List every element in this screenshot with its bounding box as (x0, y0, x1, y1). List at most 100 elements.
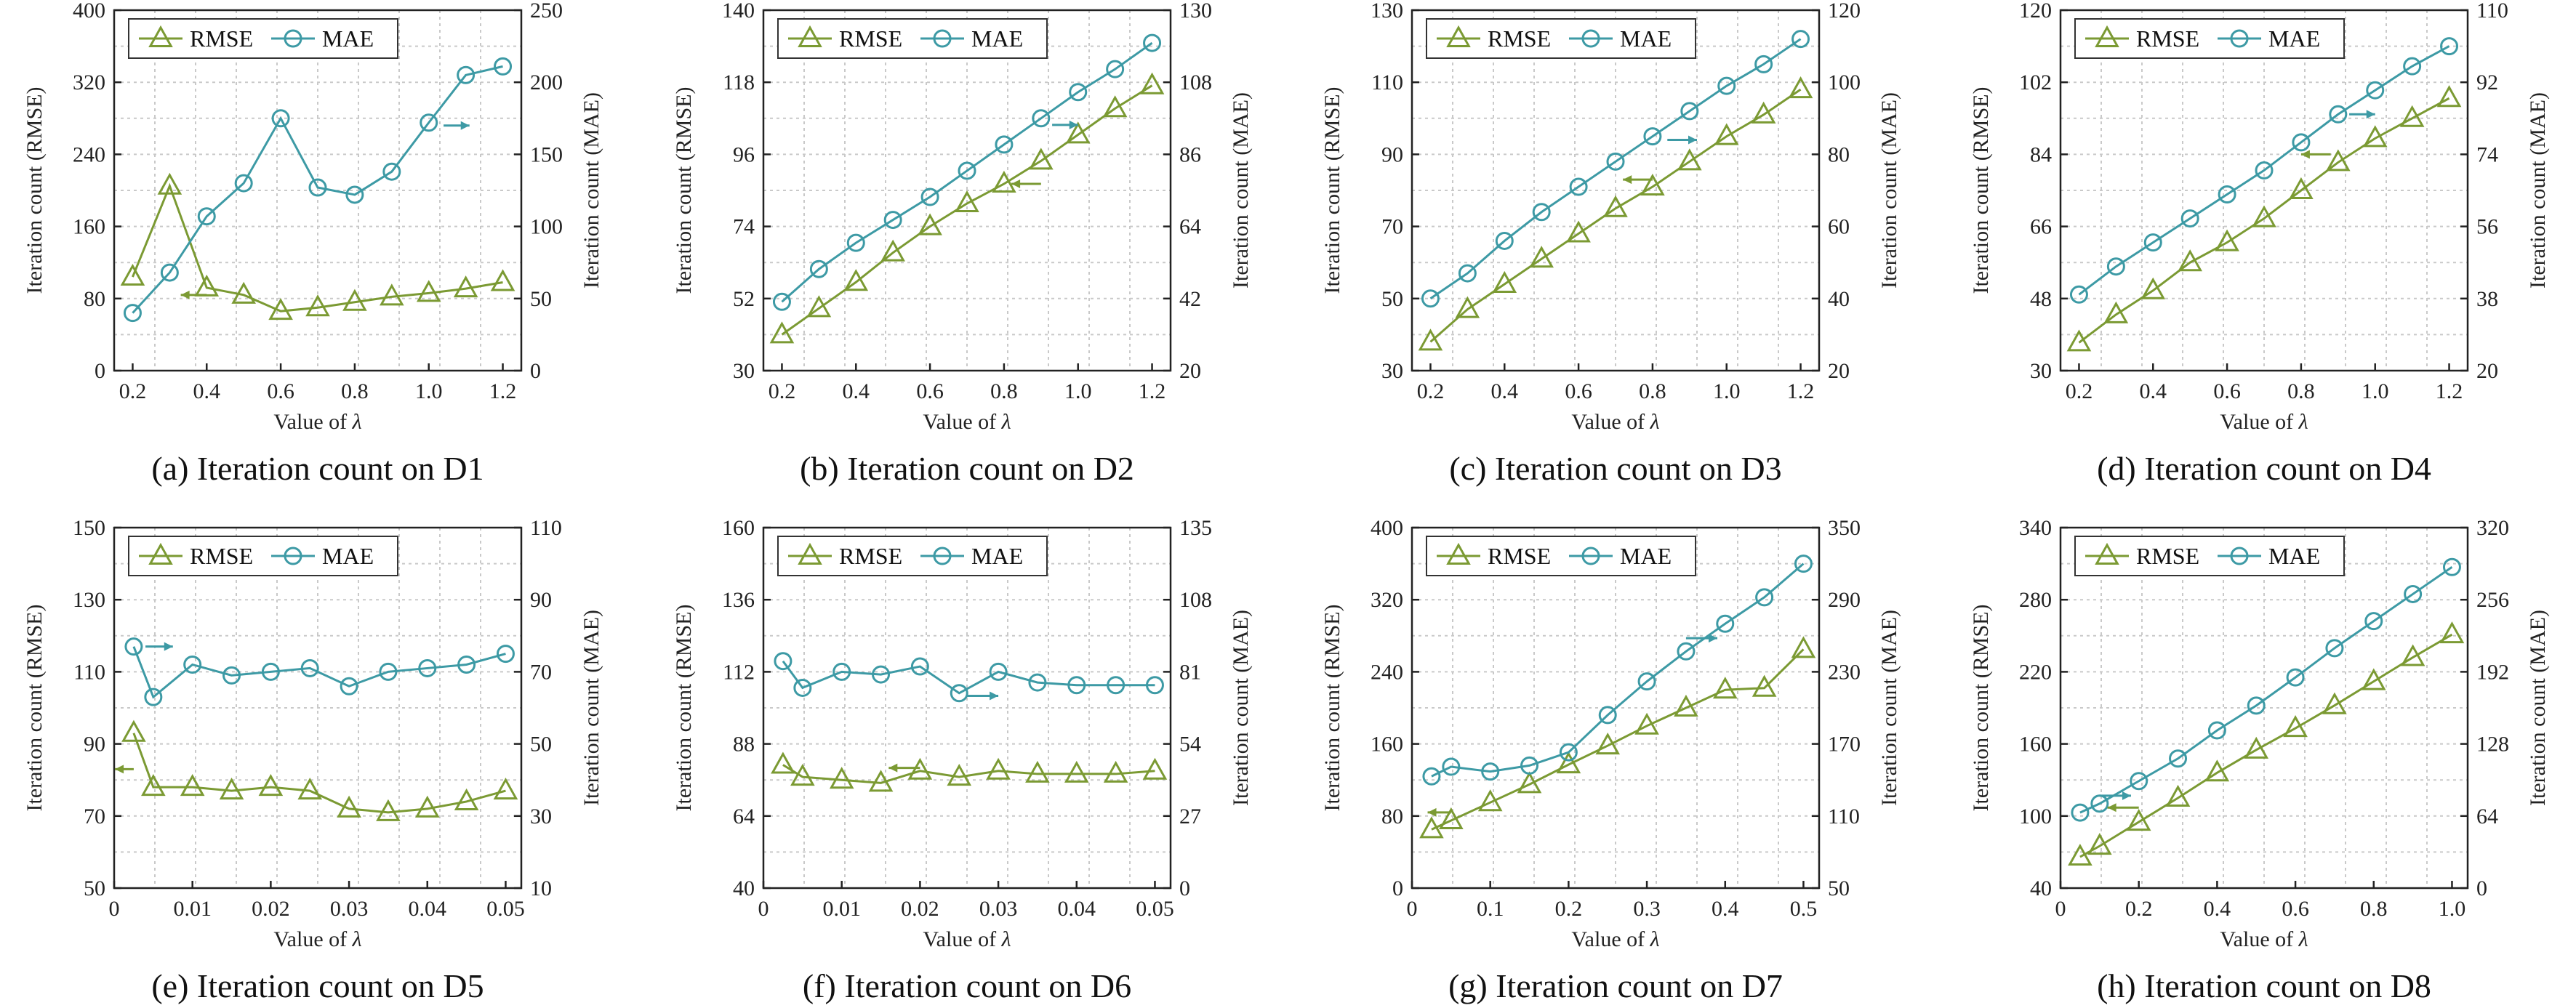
x-axis-label: Value of λ (273, 410, 361, 434)
y-right-tick-label: 256 (2476, 588, 2509, 612)
data-point-mae (1717, 76, 1736, 95)
data-point-rmse (2322, 692, 2347, 714)
y-right-tick-label: 60 (1828, 215, 1850, 239)
y-left-axis-label: Iteration count (RMSE) (672, 87, 696, 294)
x-tick-label: 0.6 (1565, 379, 1592, 403)
x-tick-label: 0.03 (330, 897, 369, 921)
y-right-tick-label: 86 (1179, 142, 1201, 166)
gridlines (114, 10, 521, 371)
y-right-tick-label: 108 (1179, 70, 1212, 94)
data-point-mae (1791, 30, 1810, 49)
y-right-tick-label: 50 (530, 287, 552, 311)
y-left-tick-label: 74 (733, 215, 755, 239)
data-point-rmse (305, 294, 330, 317)
legend-marker-mae (2230, 29, 2249, 48)
data-point-mae (1495, 231, 1514, 250)
y-right-axis-label: Iteration count (MAE) (2526, 610, 2550, 806)
data-point-mae (300, 658, 319, 677)
data-point-rmse (1566, 220, 1591, 243)
data-point-mae (382, 162, 401, 181)
data-point-rmse (258, 774, 284, 797)
data-point-rmse (1419, 816, 1444, 839)
x-axis-label-symbol: λ (2298, 410, 2308, 434)
arrow-head (2366, 110, 2375, 119)
series-line-mae (1431, 563, 1805, 778)
data-point-mae (1680, 102, 1699, 121)
axis-indicator-arrow-right (1685, 634, 1717, 643)
data-point-rmse (2204, 759, 2230, 782)
data-point-mae (2169, 749, 2188, 768)
data-point-mae (2440, 37, 2459, 56)
panel-caption: (f) Iteration count on D6 (803, 967, 1131, 1004)
data-point-rmse (2103, 301, 2129, 323)
data-point-mae (809, 259, 828, 278)
axis-indicator-arrow-left (1623, 175, 1653, 185)
gridlines (2061, 10, 2468, 371)
data-point-mae (2130, 772, 2148, 791)
data-point-mae (1754, 55, 1773, 73)
data-point-mae (2207, 721, 2226, 740)
x-tick-label: 0 (109, 897, 120, 921)
data-point-mae (793, 678, 812, 697)
data-point-mae (1442, 757, 1461, 776)
legend-marker-rmse (2095, 25, 2119, 47)
x-axis-label-symbol: λ (2298, 927, 2308, 951)
x-tick-label: 0.6 (2213, 379, 2241, 403)
y-right-tick-label: 110 (530, 516, 562, 540)
data-point-rmse (2326, 149, 2351, 172)
data-point-rmse (1752, 674, 1777, 697)
legend: RMSE MAE (2074, 536, 2345, 576)
y-right-tick-label: 27 (1179, 805, 1201, 828)
data-point-mae (183, 655, 202, 674)
data-point-mae (261, 662, 280, 681)
x-tick-label: 0.4 (2140, 379, 2167, 403)
y-right-tick-label: 38 (2476, 287, 2498, 311)
data-point-rmse (1529, 246, 1554, 268)
data-point-rmse (490, 269, 515, 291)
panel-caption: (e) Iteration count on D5 (151, 967, 483, 1004)
arrow-head (2300, 150, 2310, 159)
y-left-tick-label: 160 (73, 215, 105, 239)
data-point-mae (846, 233, 865, 252)
data-point-mae (832, 662, 851, 681)
y-left-tick-label: 52 (733, 287, 755, 311)
chart-panel-f: 0 0.01 0.02 0.03 0.04 0.05 40 64 88 112 136 160 0 27 5… (672, 516, 1253, 1004)
x-tick-label: 0.2 (2066, 379, 2093, 403)
series-line-mae (781, 41, 1153, 303)
y-left-tick-label: 110 (73, 660, 105, 684)
x-tick-label: 0.4 (1491, 379, 1519, 403)
y-left-tick-label: 136 (722, 588, 755, 612)
x-axis-label: Value of λ (2220, 410, 2308, 434)
data-point-mae (1067, 676, 1086, 695)
y-left-tick-label: 110 (1371, 70, 1403, 94)
data-point-mae (2218, 185, 2236, 204)
data-point-rmse (376, 799, 401, 821)
data-point-rmse (2087, 833, 2112, 855)
y-left-tick-label: 130 (1371, 0, 1403, 23)
x-axis-label: Value of λ (273, 927, 361, 951)
y-left-tick-label: 30 (2030, 359, 2052, 383)
y-left-tick-label: 118 (723, 70, 755, 94)
data-point-rmse (180, 774, 205, 797)
x-tick-label: 1.2 (489, 379, 517, 403)
axis-indicator-arrow-right (967, 691, 999, 701)
y-right-tick-label: 54 (1179, 733, 1201, 757)
data-point-rmse (947, 763, 972, 786)
y-right-tick-label: 120 (1828, 0, 1861, 23)
series-mae (1421, 30, 1810, 308)
y-left-tick-label: 150 (73, 516, 105, 540)
plot-frame (1411, 526, 1821, 890)
x-tick-label: 0.02 (252, 897, 290, 921)
y-left-tick-label: 40 (2030, 876, 2052, 900)
data-point-rmse (414, 795, 440, 818)
data-point-mae (123, 304, 142, 323)
chart-panel-c: 0.2 0.4 0.6 0.8 1.0 1.2 30 50 70 90 110 130 20 40 60 80… (1320, 0, 1901, 487)
data-point-mae (1716, 614, 1735, 633)
y-left-tick-label: 64 (733, 805, 755, 828)
data-point-rmse (1791, 636, 1816, 658)
y-right-axis-label: Iteration count (MAE) (1877, 92, 1901, 289)
plot-frame (1411, 9, 1821, 372)
x-tick-label: 1.2 (1139, 379, 1166, 403)
series-line-rmse (2078, 97, 2450, 344)
